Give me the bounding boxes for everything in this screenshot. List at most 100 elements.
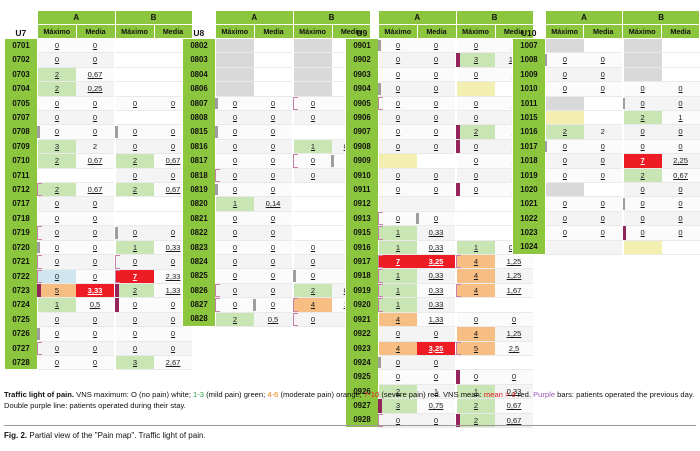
vns-media-cell-a[interactable]: 0	[417, 67, 456, 83]
patient-id-cell[interactable]: 0906	[345, 110, 379, 125]
patient-id-cell[interactable]: 0917	[345, 254, 379, 269]
vns-maximo-cell-a[interactable]: 5	[37, 283, 76, 299]
patient-id-cell[interactable]: 0911	[345, 182, 379, 197]
vns-maximo-cell-a[interactable]: 3	[378, 398, 417, 414]
vns-media-cell-a[interactable]: 2	[583, 124, 623, 140]
patient-id-cell[interactable]: 0915	[345, 225, 379, 241]
vns-media-cell-a[interactable]: 0	[417, 124, 456, 140]
patient-id-cell[interactable]: 1019	[512, 168, 546, 183]
vns-maximo-cell-a[interactable]: 0	[37, 225, 76, 241]
patient-id-cell[interactable]: 0817	[182, 153, 216, 169]
vns-maximo-cell-b[interactable]: 0	[621, 196, 662, 212]
vns-media-cell-b[interactable]	[661, 67, 700, 83]
vns-media-cell-a[interactable]: 0	[253, 297, 293, 313]
vns-maximo-cell-b[interactable]	[455, 196, 495, 212]
vns-maximo-cell-a[interactable]: 0	[215, 110, 254, 126]
vns-maximo-cell-b[interactable]: 0	[621, 81, 662, 97]
patient-id-cell[interactable]: 0816	[182, 139, 216, 154]
vns-maximo-cell-a[interactable]: 0	[37, 196, 76, 212]
vns-media-cell-a[interactable]: 3,33	[76, 283, 115, 299]
vns-maximo-cell-a[interactable]	[545, 38, 584, 54]
patient-id-cell[interactable]: 0912	[345, 196, 379, 212]
patient-id-cell[interactable]: 0807	[182, 96, 216, 111]
vns-media-cell-a[interactable]: 0	[583, 67, 623, 83]
vns-maximo-cell-a[interactable]: 0	[378, 355, 417, 371]
vns-maximo-cell-b[interactable]	[455, 297, 495, 313]
vns-media-cell-a[interactable]: 2	[76, 139, 115, 155]
patient-id-cell[interactable]: 0901	[345, 38, 379, 53]
vns-media-cell-a[interactable]: 0	[583, 225, 623, 241]
vns-media-cell-a[interactable]	[583, 38, 623, 54]
vns-maximo-cell-a[interactable]: 0	[378, 67, 417, 83]
vns-media-cell-a[interactable]: 0	[417, 110, 456, 126]
vns-media-cell-a[interactable]: 0	[254, 268, 293, 284]
patient-id-cell[interactable]: 0820	[182, 196, 216, 212]
patient-id-cell[interactable]: 0920	[345, 297, 379, 313]
vns-media-cell-a[interactable]: 1	[417, 384, 456, 400]
vns-media-cell-a[interactable]: 0	[254, 96, 293, 111]
vns-maximo-cell-a[interactable]: 0	[37, 240, 76, 256]
vns-media-cell-a[interactable]: 0,33	[417, 283, 456, 299]
vns-maximo-cell-b[interactable]	[114, 196, 154, 212]
patient-id-cell[interactable]: 0925	[345, 369, 379, 385]
vns-media-cell-a[interactable]: 0,33	[417, 268, 456, 284]
vns-maximo-cell-a[interactable]: 0	[378, 110, 417, 126]
vns-media-cell-a[interactable]: 0	[583, 211, 623, 227]
vns-maximo-cell-b[interactable]	[621, 67, 662, 83]
vns-media-cell-a[interactable]	[254, 67, 293, 83]
vns-media-cell-b[interactable]: 0	[495, 312, 533, 328]
vns-maximo-cell-a[interactable]: 0	[378, 168, 417, 184]
vns-media-cell-a[interactable]: 0	[417, 81, 456, 97]
vns-maximo-cell-b[interactable]: 0	[455, 96, 495, 112]
patient-id-cell[interactable]: 0823	[182, 240, 216, 255]
vns-maximo-cell-b[interactable]: 0	[621, 124, 662, 140]
vns-maximo-cell-b[interactable]: 0	[114, 225, 154, 241]
vns-maximo-cell-b[interactable]	[455, 225, 495, 241]
vns-maximo-cell-b[interactable]: 0	[114, 341, 154, 356]
vns-maximo-cell-a[interactable]	[215, 81, 254, 97]
vns-maximo-cell-a[interactable]: 1	[215, 196, 254, 212]
vns-maximo-cell-a[interactable]: 2	[37, 81, 76, 97]
vns-media-cell-a[interactable]: 0	[76, 225, 115, 241]
vns-maximo-cell-b[interactable]: 0	[114, 326, 154, 342]
vns-maximo-cell-a[interactable]: 2	[545, 124, 584, 140]
vns-maximo-cell-a[interactable]: 0	[544, 52, 584, 68]
vns-media-cell-b[interactable]: 0,67	[495, 413, 533, 428]
vns-media-cell-a[interactable]	[254, 38, 293, 54]
vns-media-cell-a[interactable]: 0	[417, 52, 456, 68]
patient-id-cell[interactable]: 1024	[512, 240, 546, 256]
vns-maximo-cell-b[interactable]: 0	[114, 297, 154, 313]
vns-media-cell-a[interactable]: 3,25	[417, 254, 456, 270]
vns-maximo-cell-a[interactable]: 0	[215, 297, 254, 313]
vns-maximo-cell-b[interactable]: 4	[455, 254, 495, 270]
vns-maximo-cell-a[interactable]: 0	[378, 52, 417, 68]
vns-media-cell-a[interactable]: 0,14	[254, 196, 293, 212]
vns-maximo-cell-a[interactable]: 4	[378, 341, 417, 356]
vns-maximo-cell-b[interactable]: 2	[455, 413, 495, 428]
vns-maximo-cell-a[interactable]: 2	[378, 384, 417, 400]
vns-media-cell-b[interactable]: 2,5	[495, 341, 533, 356]
vns-media-cell-b[interactable]: 1,25	[495, 326, 533, 342]
vns-media-cell-b[interactable]: 0	[661, 139, 700, 155]
vns-media-cell-b[interactable]: 0	[661, 182, 700, 198]
vns-maximo-cell-a[interactable]	[215, 38, 254, 54]
vns-maximo-cell-b[interactable]: 4	[455, 283, 495, 299]
vns-media-cell-a[interactable]: 0	[76, 124, 115, 140]
vns-media-cell-a[interactable]: 0	[76, 355, 115, 371]
patient-id-cell[interactable]: 0703	[4, 67, 38, 82]
patient-id-cell[interactable]: 0926	[345, 384, 379, 399]
vns-maximo-cell-a[interactable]: 7	[378, 254, 417, 270]
vns-media-cell-b[interactable]	[661, 52, 700, 68]
patient-id-cell[interactable]: 0803	[182, 52, 216, 68]
vns-maximo-cell-a[interactable]	[378, 196, 417, 212]
patient-id-cell[interactable]: 0913	[345, 211, 379, 226]
vns-media-cell-a[interactable]: 0,75	[417, 398, 456, 414]
patient-id-cell[interactable]: 0815	[182, 124, 216, 140]
vns-media-cell-a[interactable]: 0,33	[417, 225, 456, 241]
vns-maximo-cell-a[interactable]: 0	[378, 96, 417, 112]
vns-maximo-cell-b[interactable]: 0	[621, 225, 662, 241]
patient-id-cell[interactable]: 0903	[345, 67, 379, 82]
vns-maximo-cell-b[interactable]: 0	[114, 96, 154, 112]
vns-media-cell-b[interactable]: 0	[154, 326, 192, 342]
patient-id-cell[interactable]: 0711	[4, 168, 38, 183]
